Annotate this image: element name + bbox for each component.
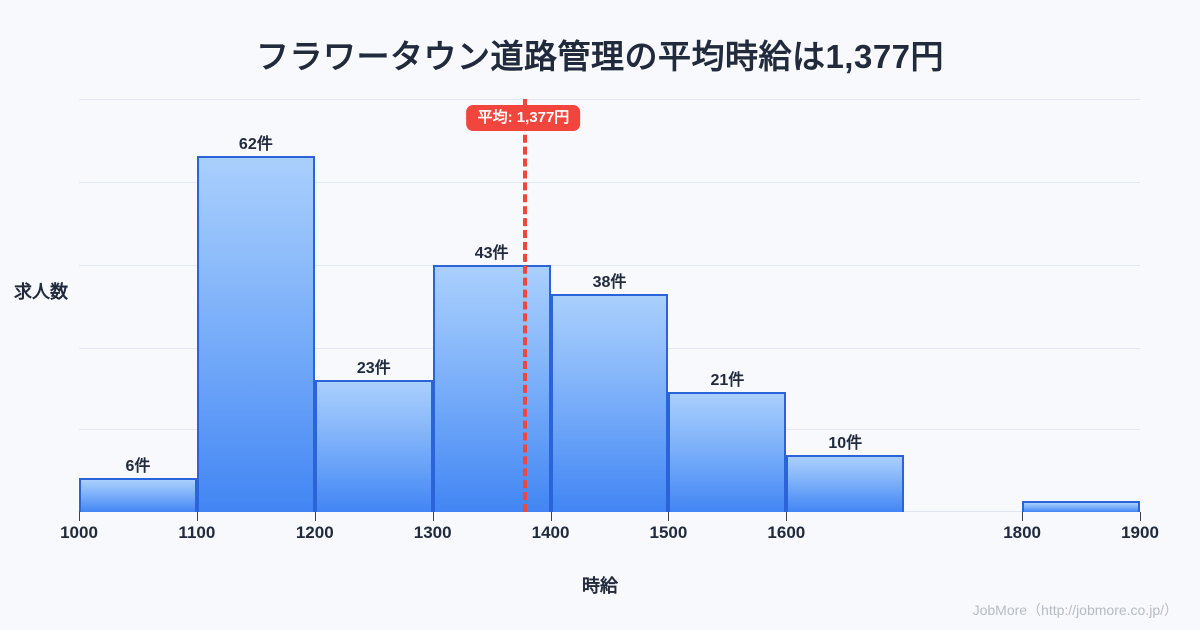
x-axis-title: 時給 xyxy=(582,576,618,596)
average-line xyxy=(523,99,528,512)
x-axis-tick xyxy=(550,512,552,521)
x-axis-tick xyxy=(196,512,198,521)
x-axis-tick-label: 1300 xyxy=(413,523,452,542)
x-axis-tick-label: 1400 xyxy=(531,523,570,542)
histogram-bar xyxy=(314,380,433,512)
y-axis-title: 求人数 xyxy=(14,282,68,302)
histogram-bar xyxy=(668,391,787,512)
average-badge: 平均: 1,377円 xyxy=(466,105,581,132)
gridline xyxy=(79,99,1140,100)
x-axis-tick-label: 1600 xyxy=(767,523,806,542)
x-axis-tick xyxy=(1022,512,1024,521)
x-axis-tick-label: 1500 xyxy=(649,523,688,542)
bar-value-label: 21件 xyxy=(710,371,745,389)
gridline xyxy=(79,265,1140,266)
x-axis-tick xyxy=(668,512,670,521)
x-axis-tick-label: 1100 xyxy=(178,523,216,542)
bar-value-label: 62件 xyxy=(238,136,273,154)
bar-value-label: 43件 xyxy=(474,245,509,263)
bar-value-label: 23件 xyxy=(356,360,391,378)
page-title: フラワータウン道路管理の平均時給は1,377円 xyxy=(255,38,945,75)
bar-value-label: 10件 xyxy=(828,434,863,452)
x-axis-tick xyxy=(314,512,316,521)
x-axis-tick-label: 1000 xyxy=(60,523,98,542)
x-axis-tick xyxy=(79,512,80,521)
bar-value-label: 38件 xyxy=(592,274,627,292)
histogram-bar xyxy=(550,294,669,512)
histogram-bar xyxy=(432,265,551,512)
x-axis-tick xyxy=(786,512,788,521)
histogram-bar xyxy=(196,156,315,512)
plot-area xyxy=(78,99,1140,512)
histogram-bar xyxy=(1022,500,1140,512)
x-axis-tick-label: 1900 xyxy=(1121,523,1159,542)
x-axis-tick-label: 1800 xyxy=(1003,523,1042,542)
gridline xyxy=(79,182,1140,183)
x-axis-tick xyxy=(1140,512,1141,521)
histogram-bar xyxy=(79,477,197,512)
bar-value-label: 6件 xyxy=(125,457,151,475)
x-axis-tick-label: 1200 xyxy=(295,523,334,542)
histogram-bar xyxy=(786,454,905,512)
x-axis-tick xyxy=(432,512,434,521)
watermark: JobMore（http://jobmore.co.jp/） xyxy=(972,602,1178,618)
